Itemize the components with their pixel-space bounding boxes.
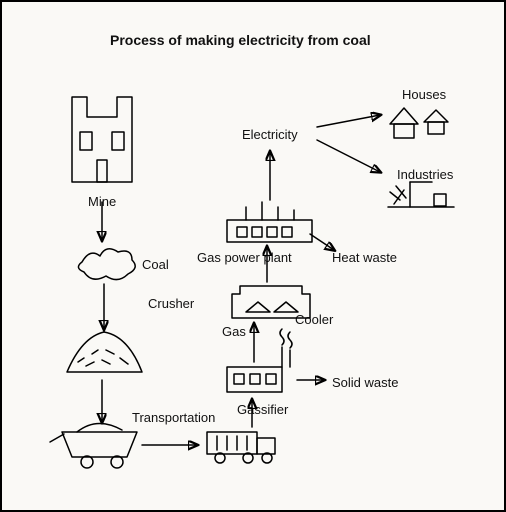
mine-icon (72, 97, 132, 182)
label-industries: Industries (397, 167, 453, 182)
arrow-elec-houses (317, 115, 380, 127)
coal-icon (78, 249, 135, 280)
crushed-pile-icon (67, 332, 142, 372)
arrow-plant-heat (310, 234, 334, 250)
label-gas: Gas (222, 324, 246, 339)
power-plant-icon (227, 202, 312, 242)
label-coal: Coal (142, 257, 169, 272)
label-transportation: Transportation (132, 410, 215, 425)
label-gas-power-plant: Gas power plant (197, 250, 292, 265)
diagram-canvas: Process of making electricity from coal … (0, 0, 506, 512)
label-gassifier: Gassifier (237, 402, 288, 417)
cart-icon (50, 423, 137, 468)
label-mine: Mine (88, 194, 116, 209)
label-crusher: Crusher (148, 296, 194, 311)
label-heat-waste: Heat waste (332, 250, 397, 265)
truck-icon (207, 432, 275, 463)
label-electricity: Electricity (242, 127, 298, 142)
arrow-elec-industries (317, 140, 380, 172)
industries-icon (388, 182, 454, 207)
label-solid-waste: Solid waste (332, 375, 398, 390)
label-cooler: Cooler (295, 312, 333, 327)
label-houses: Houses (402, 87, 446, 102)
diagram-title: Process of making electricity from coal (110, 32, 371, 48)
houses-icon (390, 108, 448, 138)
